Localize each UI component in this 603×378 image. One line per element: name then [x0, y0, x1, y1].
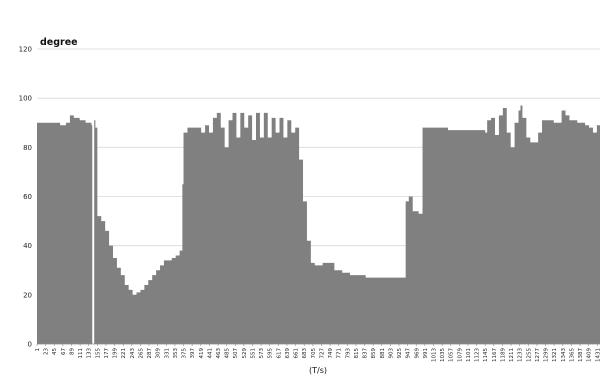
y-tick-label: 0 [28, 341, 32, 349]
x-tick-label: 287 [147, 348, 153, 359]
x-tick-label: 507 [233, 348, 239, 359]
x-tick-label: 441 [207, 348, 213, 359]
x-tick-label: 89 [69, 348, 75, 355]
x-tick-label: 331 [164, 348, 170, 359]
x-tick-label: 793 [345, 348, 351, 359]
y-tick-labels: 0 20 40 60 80 100 120 [19, 46, 32, 349]
x-tick-label: 67 [61, 348, 67, 355]
x-tick-label: 1167 [492, 348, 498, 362]
x-tick-label: 859 [371, 348, 377, 359]
y-tick-label: 120 [19, 46, 32, 54]
x-tick-label: 551 [250, 348, 256, 359]
x-tick-label: 947 [406, 348, 412, 359]
x-tick-label: 419 [199, 348, 205, 359]
x-tick-label: 1101 [466, 348, 472, 362]
y-tick-label: 80 [23, 144, 32, 152]
x-tick-label: 903 [388, 348, 394, 359]
x-tick-label: 815 [354, 348, 360, 359]
y-tick-label: 60 [23, 193, 32, 201]
x-tick-label: 243 [130, 348, 136, 359]
area-series [37, 105, 600, 345]
x-tick-label: 639 [285, 348, 291, 359]
x-tick-label: 617 [276, 348, 282, 359]
x-tick-label: 199 [113, 348, 119, 359]
x-tick-label: 595 [268, 348, 274, 359]
x-tick-label: 1 [35, 348, 41, 352]
x-tick-label: 1365 [569, 348, 575, 362]
x-tick-label: 1079 [457, 348, 463, 362]
x-tick-label: 771 [337, 348, 343, 359]
x-tick-label: 1211 [509, 348, 515, 362]
x-tick-label: 111 [78, 348, 84, 359]
degree-area [37, 105, 600, 345]
x-tick-label: 23 [44, 348, 50, 355]
y-tick-label: 100 [19, 95, 32, 103]
x-tick-label: 749 [328, 348, 334, 359]
x-tick-label: 705 [311, 348, 317, 359]
gap-marker [92, 115, 95, 344]
x-tick-label: 529 [242, 348, 248, 359]
x-tick-label: 1013 [431, 348, 437, 362]
x-tick-label: 1431 [595, 348, 601, 362]
x-tick-label: 133 [87, 348, 93, 359]
x-tick-label: 573 [259, 348, 265, 359]
y-tick-label: 40 [23, 242, 32, 250]
x-tick-label: 1387 [578, 348, 584, 362]
x-tick-label: 727 [319, 348, 325, 359]
y-axis-label: degree [40, 37, 78, 48]
x-tick-label: 1145 [483, 348, 489, 362]
x-tick-label: 1057 [449, 348, 455, 362]
x-tick-label: 221 [121, 348, 127, 359]
x-tick-label: 1035 [440, 348, 446, 362]
x-tick-label: 485 [225, 348, 231, 359]
y-tick-label: 20 [23, 291, 32, 299]
x-tick-label: 683 [302, 348, 308, 359]
x-tick-label: 1189 [500, 348, 506, 362]
x-tick-label: 1321 [552, 348, 558, 362]
x-axis-label: (T/s) [309, 366, 327, 375]
x-tick-label: 309 [156, 348, 162, 359]
x-tick-label: 991 [423, 348, 429, 359]
x-tick-label: 925 [397, 348, 403, 359]
x-tick-label: 463 [216, 348, 222, 359]
x-tick-label: 1343 [561, 348, 567, 362]
x-tick-label: 397 [190, 348, 196, 359]
x-tick-label: 1123 [475, 348, 481, 362]
x-tick-labels: 1 23 45 67 89 111 133 155 177 199 221 243 265 287 309 3… [35, 344, 601, 362]
x-tick-label: 155 [95, 348, 101, 359]
x-tick-label: 375 [182, 348, 188, 359]
x-tick-label: 837 [363, 348, 369, 359]
x-tick-label: 661 [294, 348, 300, 359]
x-tick-label: 1277 [535, 348, 541, 362]
x-tick-label: 1233 [518, 348, 524, 362]
x-tick-label: 177 [104, 348, 110, 359]
x-tick-label: 265 [138, 348, 144, 359]
x-tick-label: 353 [173, 348, 179, 359]
x-tick-label: 1255 [526, 348, 532, 362]
gap-markers [92, 115, 95, 344]
x-tick-label: 969 [414, 348, 420, 359]
x-tick-label: 1409 [587, 348, 593, 362]
x-tick-label: 1299 [544, 348, 550, 362]
x-tick-label: 45 [52, 348, 58, 355]
x-tick-label: 881 [380, 348, 386, 359]
